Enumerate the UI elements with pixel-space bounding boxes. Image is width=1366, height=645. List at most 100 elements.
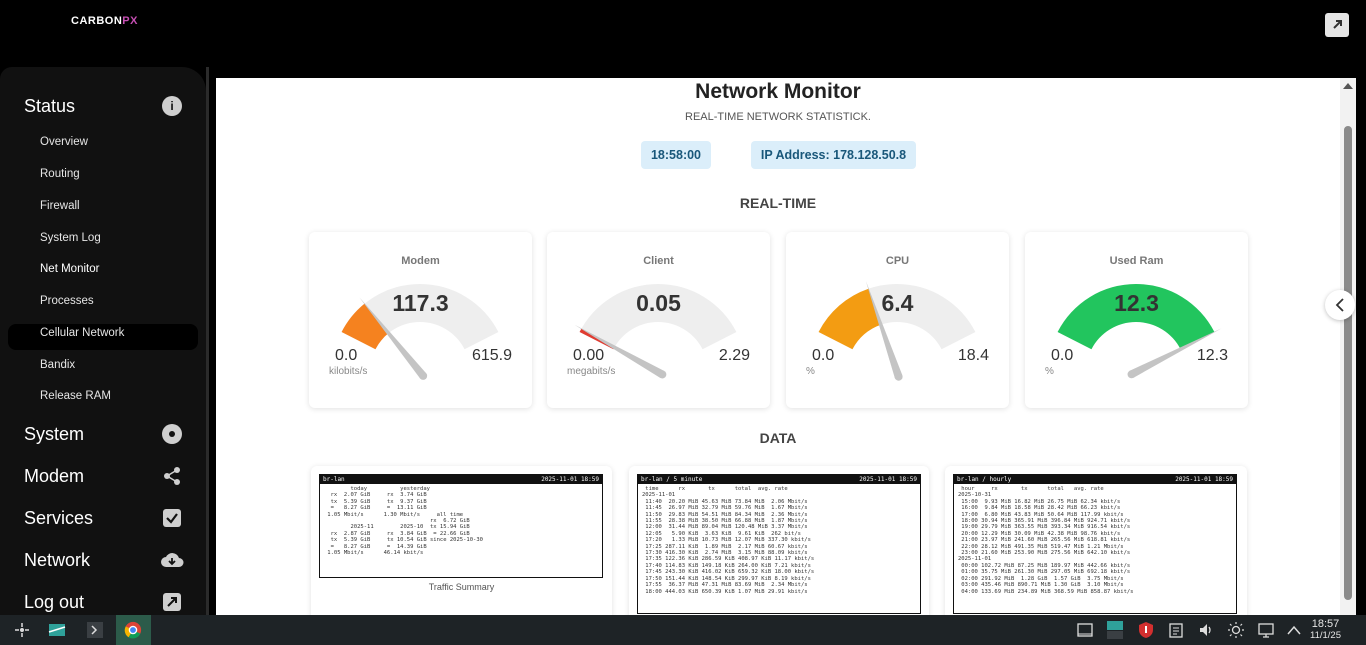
realtime-header: REAL-TIME <box>739 195 817 211</box>
gauge-value: 0.05 <box>636 290 681 316</box>
gauge-label: Modem <box>401 255 440 267</box>
gauge-max: 12.3 <box>1196 347 1228 364</box>
chevron-up-icon[interactable] <box>1285 621 1303 639</box>
data-card-hourly: br-lan / hourly 2025-11-01 18:59 hour rx … <box>945 466 1247 615</box>
thumb-text: time rx tx total avg. rate 2025-11-01 11… <box>642 486 815 595</box>
gauge-needle <box>359 297 427 379</box>
scroll-up-arrow-icon[interactable] <box>1343 83 1353 89</box>
gauge-fill <box>341 303 389 350</box>
gauge-min: 0.0 <box>335 347 358 364</box>
gauge-needle-hub <box>1127 370 1136 379</box>
gauge-value: 12.3 <box>1114 290 1159 316</box>
gauge-value: 6.4 <box>881 290 914 316</box>
sidebar-item-routing[interactable]: Routing <box>40 168 80 180</box>
thumb-title: br-lan / 5 minute <box>641 476 703 483</box>
gauge-min: 0.00 <box>573 347 605 364</box>
sidebar-item-overview[interactable]: Overview <box>40 136 88 148</box>
gauge-card-cpu: CPU 6.4 0.0 18.4 % <box>786 232 1009 408</box>
thumb-text: today yesterday rx 2.07 GiB rx 3.74 GiB … <box>327 486 483 557</box>
clock-date: 11/1/25 <box>1310 630 1341 641</box>
taskbar-clock[interactable]: 18:57 11/1/25 <box>1310 618 1341 642</box>
sidebar-section-network[interactable]: Network <box>24 550 91 570</box>
gauge-label: Used Ram <box>1109 255 1164 267</box>
gauge-max: 615.9 <box>471 347 512 364</box>
sidebar-item-net-monitor[interactable]: Net Monitor <box>40 263 100 275</box>
brand-logo[interactable]: CARBONPX <box>71 15 138 27</box>
sidebar-item-system-log[interactable]: System Log <box>40 232 101 244</box>
chevron-left-icon <box>1335 298 1344 312</box>
top-bar: CARBONPX <box>0 0 1366 67</box>
gauge-card-used-ram: Used Ram 12.3 0.0 12.3 % <box>1025 232 1248 408</box>
gauge-needle-hub <box>419 371 428 380</box>
traffic-summary-caption: Traffic Summary <box>428 582 495 592</box>
page-title: Network Monitor <box>695 80 861 103</box>
gauge-fill <box>579 328 615 350</box>
gauge-value: 117.3 <box>392 290 449 316</box>
gauge-unit: megabits/s <box>567 366 616 377</box>
ip-address-badge: IP Address: 178.128.50.8 <box>751 141 916 169</box>
collapse-panel-button[interactable] <box>1325 290 1355 320</box>
chrome-icon[interactable] <box>124 621 142 639</box>
info-icon: i <box>162 96 182 116</box>
sidebar-item-bandix[interactable]: Bandix <box>40 359 76 371</box>
page-subtitle: REAL-TIME NETWORK STATISTICK. <box>685 111 871 123</box>
sidebar-item-cellular-network[interactable]: Cellular Network <box>40 327 125 339</box>
gauge-dial <box>818 281 976 381</box>
main-content: Network Monitor REAL-TIME NETWORK STATIS… <box>216 78 1356 615</box>
file-manager-icon[interactable] <box>48 621 66 639</box>
gauge-label: Client <box>643 255 674 267</box>
gauge-unit: % <box>806 366 815 377</box>
gauge-needle <box>865 281 903 379</box>
shield-icon[interactable] <box>1137 621 1155 639</box>
traffic-summary-image[interactable]: br-lan 2025-11-01 18:59 today yesterday r… <box>319 474 603 578</box>
app-launcher-icon[interactable] <box>13 621 31 639</box>
gauge-min: 0.0 <box>812 347 835 364</box>
sidebar-active-highlight <box>8 324 198 350</box>
thumb-date: 2025-11-01 18:59 <box>1175 476 1233 483</box>
sidebar-item-release-ram[interactable]: Release RAM <box>40 390 111 402</box>
show-desktop-icon[interactable] <box>1076 621 1094 639</box>
terminal-icon[interactable] <box>86 621 104 639</box>
network-status-icon[interactable] <box>1257 621 1275 639</box>
volume-icon[interactable] <box>1197 621 1215 639</box>
thumb-date: 2025-11-01 18:59 <box>859 476 917 483</box>
brand-name: CARBON <box>71 15 123 27</box>
sidebar-divider <box>206 67 209 615</box>
gauge-card-modem: Modem 117.3 0.0 615.9 kilobits/s <box>309 232 532 408</box>
clock-time: 18:57 <box>1311 618 1340 630</box>
traffic-hourly-image[interactable]: br-lan / hourly 2025-11-01 18:59 hour rx … <box>953 474 1237 614</box>
gauge-fill <box>1057 284 1215 350</box>
sidebar-item-processes[interactable]: Processes <box>40 295 94 307</box>
gauge-needle <box>1129 328 1222 378</box>
cloud-download-icon <box>160 551 184 569</box>
open-external-button[interactable] <box>1325 13 1349 37</box>
checkbox-icon <box>163 509 181 527</box>
data-header: DATA <box>759 430 797 446</box>
sidebar-section-status[interactable]: Status <box>24 96 76 116</box>
sidebar-item-firewall[interactable]: Firewall <box>40 200 80 212</box>
sidebar: Status i Overview Routing Firewall Syste… <box>0 67 206 615</box>
sidebar-section-modem[interactable]: Modem <box>24 466 85 486</box>
thumb-text: hour rx tx total avg. rate 2025-10-31 15… <box>958 486 1134 595</box>
brightness-icon[interactable] <box>1227 621 1245 639</box>
clipboard-icon[interactable] <box>1167 621 1185 639</box>
gauge-dial <box>341 284 499 380</box>
gauge-max: 2.29 <box>718 347 750 364</box>
gauge-fill <box>818 288 881 350</box>
sidebar-section-system[interactable]: System <box>24 424 85 444</box>
gauge-track <box>579 284 737 350</box>
data-card-5-minute: br-lan / 5 minute 2025-11-01 18:59 time r… <box>629 466 929 615</box>
thumb-title: br-lan <box>323 476 345 483</box>
workspace-icon[interactable] <box>1106 621 1124 639</box>
gauge-unit: kilobits/s <box>329 366 368 377</box>
taskbar: 18:57 11/1/25 <box>0 615 1366 645</box>
gauge-needle-hub <box>894 372 903 381</box>
thumb-date: 2025-11-01 18:59 <box>541 476 599 483</box>
scrollbar-thumb[interactable] <box>1344 126 1352 600</box>
gauge-dial <box>1057 284 1222 379</box>
gauge-max: 18.4 <box>957 347 989 364</box>
traffic-5-minute-image[interactable]: br-lan / 5 minute 2025-11-01 18:59 time r… <box>637 474 921 614</box>
gauge-needle-hub <box>658 370 667 379</box>
sidebar-section-logout[interactable]: Log out <box>24 592 85 612</box>
sidebar-section-services[interactable]: Services <box>24 508 94 528</box>
